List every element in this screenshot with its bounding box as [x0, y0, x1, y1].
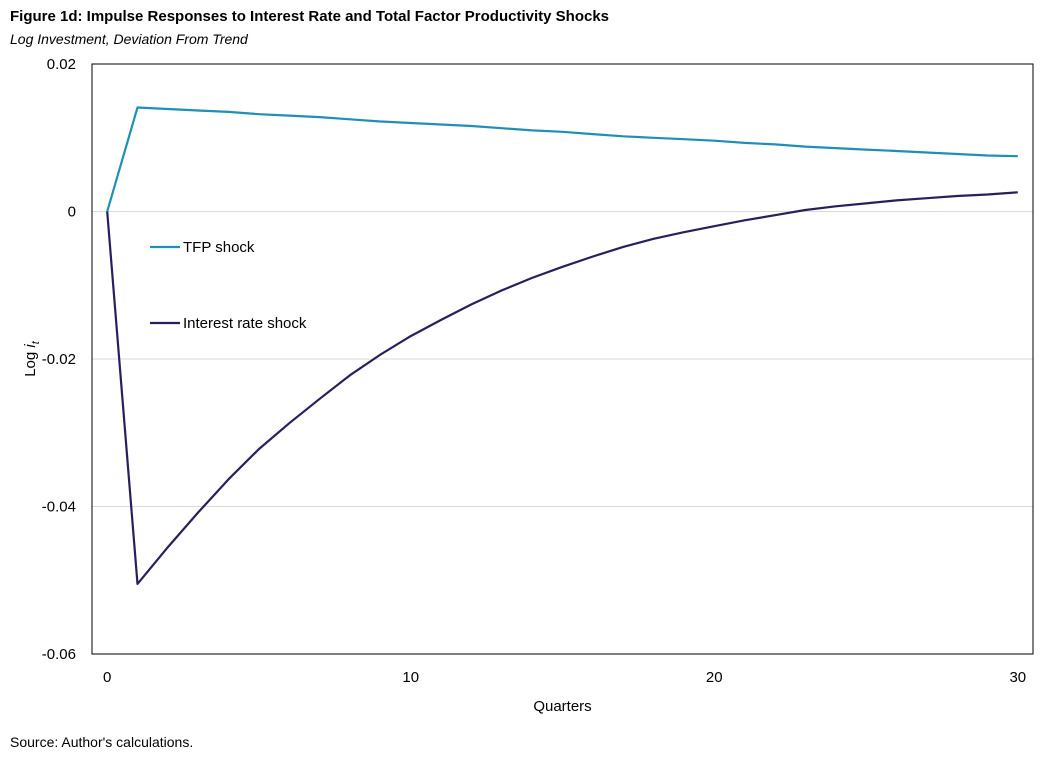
- series-lines: [106, 106, 1018, 586]
- y-tick-label: 0.02: [47, 56, 76, 73]
- legend: TFP shock Interest rate shock: [150, 239, 307, 332]
- x-tick-label: 0: [103, 669, 111, 686]
- y-axis-ticks: 0.02 0 -0.02 -0.04 -0.06: [42, 56, 76, 663]
- legend-label: Interest rate shock: [183, 315, 307, 332]
- y-tick-label: 0: [68, 204, 76, 221]
- y-tick-label: -0.04: [42, 499, 76, 516]
- gridlines: [92, 211, 1033, 507]
- chart-subtitle: Log Investment, Deviation From Trend: [10, 31, 248, 47]
- x-tick-label: 30: [1009, 669, 1026, 686]
- series-line-interest-rate-shock: [106, 191, 1018, 586]
- plot-frame: [91, 63, 1034, 655]
- x-tick-label: 10: [402, 669, 419, 686]
- legend-label: TFP shock: [183, 239, 255, 256]
- x-axis-ticks: 0 10 20 30: [103, 669, 1026, 686]
- chart-title: Figure 1d: Impulse Responses to Interest…: [10, 8, 610, 25]
- y-tick-label: -0.02: [42, 351, 76, 368]
- y-tick-label: -0.06: [42, 646, 76, 663]
- y-axis-label: Log it: [22, 340, 42, 377]
- series-line-tfp-shock: [106, 106, 1018, 212]
- x-tick-label: 20: [706, 669, 723, 686]
- source-note: Source: Author's calculations.: [10, 734, 194, 750]
- x-axis-label: Quarters: [533, 698, 591, 715]
